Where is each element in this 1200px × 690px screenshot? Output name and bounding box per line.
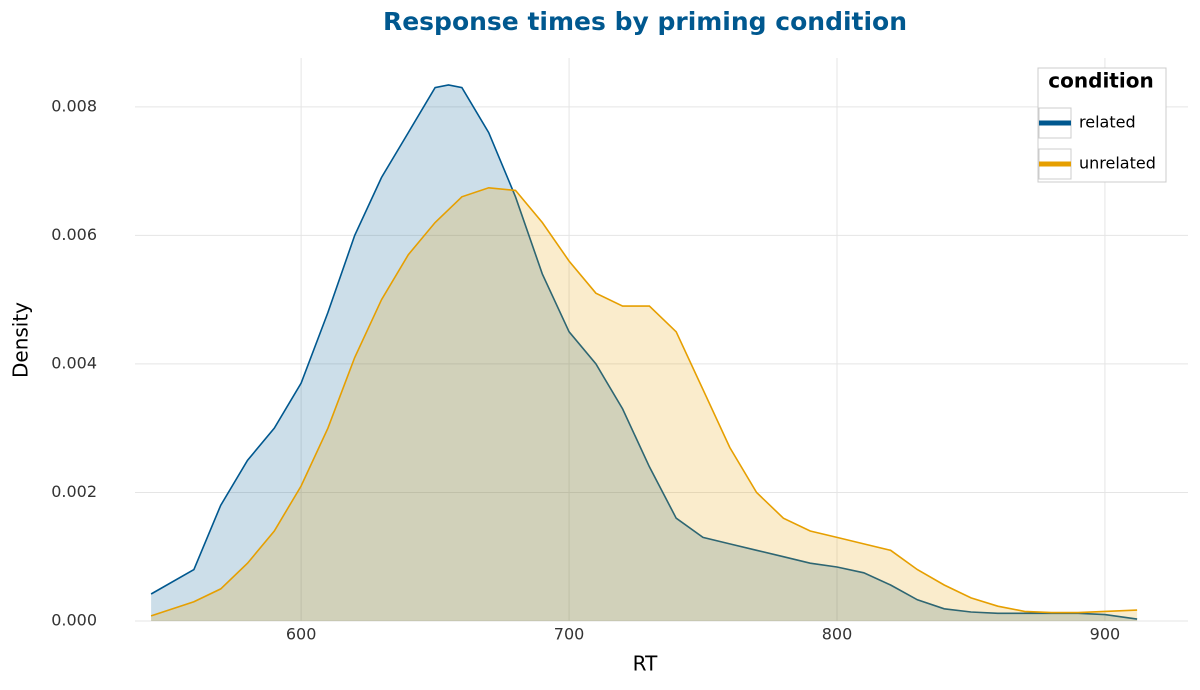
density-line [150,186,1138,617]
y-tick-label: 0.006 [51,225,97,244]
x-tick-label: 900 [1090,625,1121,644]
x-tick-label: 700 [554,625,585,644]
legend-label: unrelated [1079,154,1156,173]
y-tick-label: 0.008 [51,96,97,115]
grid: 0.000 0.002 0.004 0.006 0.008 600 700 800 900 [51,58,1188,644]
y-tick-label: 0.002 [51,482,97,501]
plot-area [150,84,1138,622]
y-axis-label: Density [9,302,33,378]
density-area [151,85,1138,621]
density-area [151,187,1138,622]
chart-title: Response times by priming condition [383,7,907,36]
y-tick-label: 0.000 [51,611,97,630]
density-line [150,84,1138,620]
legend-title: condition [1048,69,1153,93]
legend: condition related unrelated [1037,67,1167,183]
x-tick-label: 800 [822,625,853,644]
legend-label: related [1079,113,1136,132]
x-axis-label: RT [633,652,658,676]
y-tick-label: 0.004 [51,353,97,372]
x-tick-label: 600 [286,625,317,644]
